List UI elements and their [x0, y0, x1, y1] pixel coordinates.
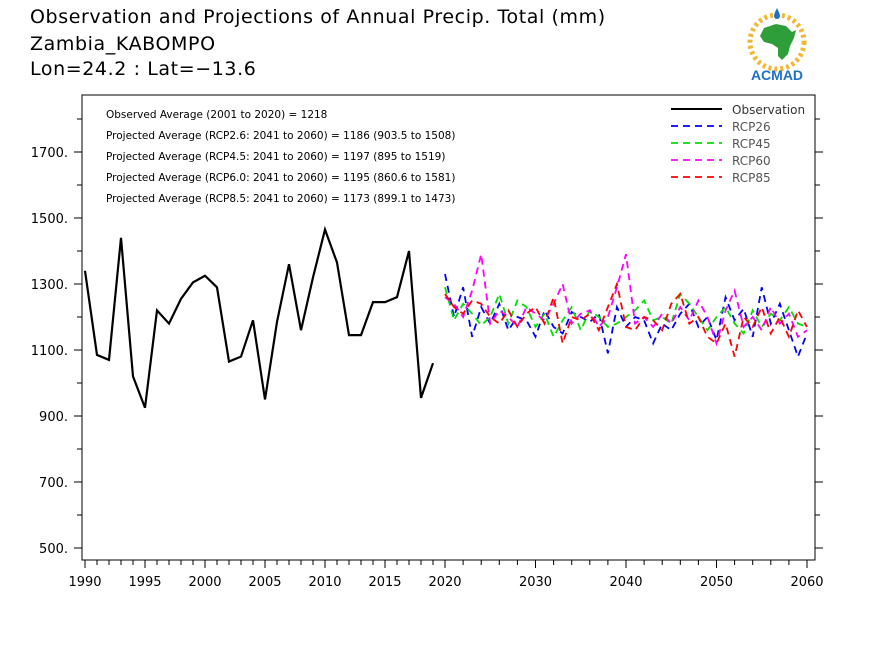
- y-tick-label: 900.: [39, 410, 68, 425]
- series-line-rcp26: [444, 273, 808, 360]
- x-axis: 1990 1995 2000 2005 2010 2015 2020 2030 2040 2050…: [68, 560, 824, 590]
- y-tick-label: 1500.: [31, 212, 68, 227]
- water-drop-icon: [774, 8, 780, 19]
- y-tick-label: 1300.: [31, 278, 68, 293]
- y-tick-label: 500.: [39, 542, 68, 557]
- series-layer: [83, 225, 808, 409]
- logo-text: ACMAD: [751, 67, 803, 83]
- coordinates: Lon=24.2 : Lat=−13.6: [30, 58, 257, 80]
- annotations: Observed Average (2001 to 2020) = 1218 P…: [106, 109, 455, 205]
- x-tick-label: 2010: [308, 575, 341, 590]
- y-tick-label: 700.: [39, 476, 68, 491]
- africa-logo-icon: ACMAD: [747, 8, 807, 83]
- africa-shape: [760, 24, 796, 60]
- series-line-rcp45: [444, 287, 808, 339]
- series-line-observation: [83, 225, 435, 409]
- x-tick-label: 2020: [428, 575, 461, 590]
- x-tick-label: 2000: [188, 575, 221, 590]
- y-tick-label: 1100.: [31, 344, 68, 359]
- annotation-rcp60: Projected Average (RCP6.0: 2041 to 2060)…: [106, 172, 455, 184]
- series-line-rcp85: [444, 280, 808, 357]
- legend-label: RCP26: [732, 120, 771, 134]
- y-axis: 500. 700. 900. 1100. 1300. 1500. 1700.: [31, 118, 823, 557]
- x-tick-label: 2015: [368, 575, 401, 590]
- x-tick-label: 2005: [248, 575, 281, 590]
- chart-title: Observation and Projections of Annual Pr…: [30, 6, 606, 28]
- plot-frame: [81, 94, 816, 561]
- x-tick-label: 2030: [519, 575, 552, 590]
- x-tick-label: 1990: [68, 575, 101, 590]
- x-tick-label: 2060: [790, 575, 823, 590]
- legend-label: RCP45: [732, 137, 771, 151]
- annotation-observed: Observed Average (2001 to 2020) = 1218: [106, 109, 327, 121]
- x-tick-label: 2050: [700, 575, 733, 590]
- legend-label: RCP85: [732, 171, 771, 185]
- annotation-rcp85: Projected Average (RCP8.5: 2041 to 2060)…: [106, 193, 455, 205]
- legend-label: RCP60: [732, 154, 771, 168]
- series-line-rcp60: [444, 254, 808, 347]
- y-tick-label: 1700.: [31, 146, 68, 161]
- legend-label: Observation: [732, 103, 805, 117]
- x-tick-label: 2040: [609, 575, 642, 590]
- legend: Observation RCP26 RCP45 RCP60 RCP85: [671, 103, 805, 185]
- x-tick-label: 1995: [128, 575, 161, 590]
- annotation-rcp45: Projected Average (RCP4.5: 2041 to 2060)…: [106, 151, 445, 163]
- annotation-rcp26: Projected Average (RCP2.6: 2041 to 2060)…: [106, 130, 455, 142]
- location-name: Zambia_KABOMPO: [30, 33, 216, 55]
